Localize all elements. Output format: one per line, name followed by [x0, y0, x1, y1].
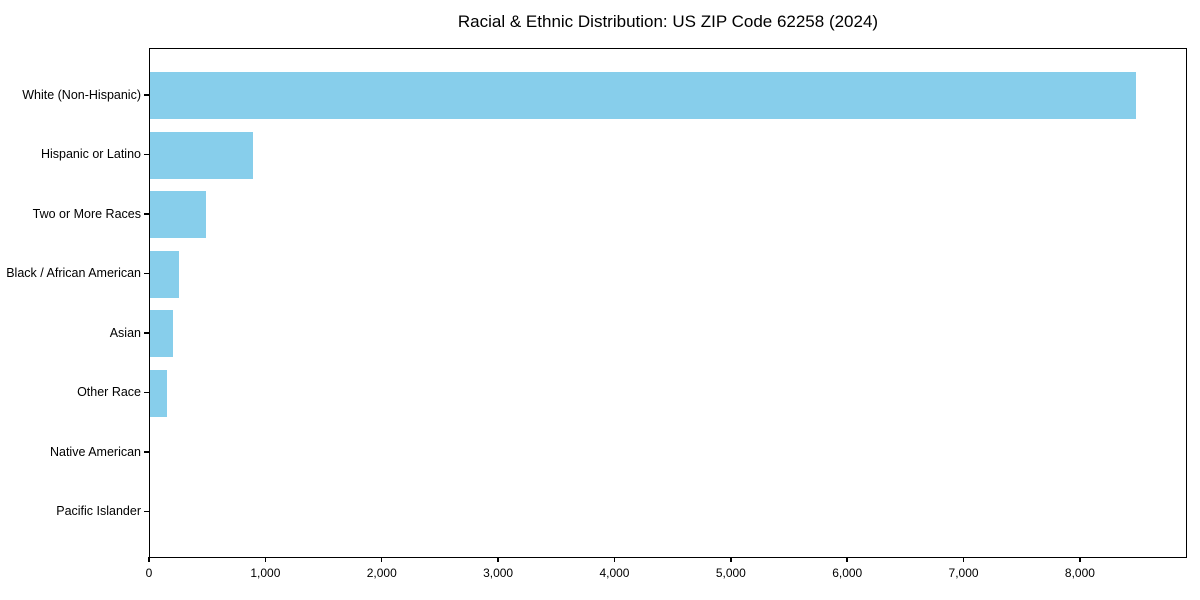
category-label: Asian	[109, 325, 141, 340]
category-label-row: Two or More Races	[0, 184, 141, 244]
y-tick-mark	[144, 391, 149, 393]
category-label-row: Asian	[0, 303, 141, 363]
category-label-row: White (Non-Hispanic)	[0, 65, 141, 125]
bar	[150, 310, 174, 358]
x-tick-label: 8,000	[1064, 566, 1095, 580]
category-label-row: Native American	[0, 422, 141, 482]
bar	[150, 250, 180, 298]
plot-area	[149, 48, 1187, 558]
x-tick-mark	[962, 557, 965, 562]
bar-row	[150, 245, 1186, 305]
x-tick-label: 1,000	[250, 566, 281, 580]
bar-row	[150, 185, 1186, 245]
x-tick-mark	[497, 557, 499, 562]
bar-row	[150, 364, 1186, 424]
category-label: Black / African American	[6, 266, 141, 281]
x-tick-label: 5,000	[715, 566, 746, 580]
category-label: Hispanic or Latino	[40, 147, 141, 162]
bar-row	[150, 66, 1186, 126]
bar	[150, 72, 1137, 120]
y-tick-mark	[144, 510, 149, 512]
x-tick-mark	[380, 557, 383, 562]
bar-row	[150, 126, 1186, 186]
y-tick-mark	[144, 94, 149, 96]
chart-title: Racial & Ethnic Distribution: US ZIP Cod…	[457, 12, 879, 31]
x-tick-label: 3,000	[483, 566, 514, 580]
x-tick-label: 7,000	[948, 566, 979, 580]
y-axis-labels: White (Non-Hispanic) Hispanic or Latino Tw…	[0, 48, 141, 558]
x-tick-mark	[148, 557, 150, 562]
x-tick-mark	[730, 557, 732, 562]
category-label: Pacific Islander	[56, 504, 141, 519]
bar-row	[150, 423, 1186, 483]
category-label: Other Race	[77, 385, 141, 400]
y-tick-mark	[144, 332, 149, 334]
category-label-row: Black / African American	[0, 244, 141, 304]
y-tick-mark	[144, 272, 149, 274]
category-label-row: Hispanic or Latino	[0, 125, 141, 185]
category-label: White (Non-Hispanic)	[22, 87, 141, 102]
x-tick-mark	[613, 557, 616, 562]
x-tick-mark	[846, 557, 848, 562]
y-tick-mark	[144, 213, 149, 215]
x-tick-label: 6,000	[832, 566, 863, 580]
bars-container	[150, 49, 1186, 557]
bar	[150, 191, 206, 239]
x-tick-mark	[264, 557, 267, 562]
category-label-row: Pacific Islander	[0, 482, 141, 542]
category-label: Native American	[49, 444, 141, 459]
x-tick-mark	[1079, 557, 1081, 562]
category-label: Two or More Races	[32, 206, 141, 221]
x-tick-label: 4,000	[599, 566, 630, 580]
y-tick-mark	[144, 153, 149, 155]
x-tick-label: 2,000	[366, 566, 397, 580]
bar	[150, 369, 167, 417]
x-tick-label: 0	[145, 566, 153, 580]
bar-row	[150, 483, 1186, 543]
bar-row	[150, 304, 1186, 364]
category-label-row: Other Race	[0, 363, 141, 423]
y-tick-mark	[144, 451, 149, 453]
bar	[150, 131, 253, 179]
